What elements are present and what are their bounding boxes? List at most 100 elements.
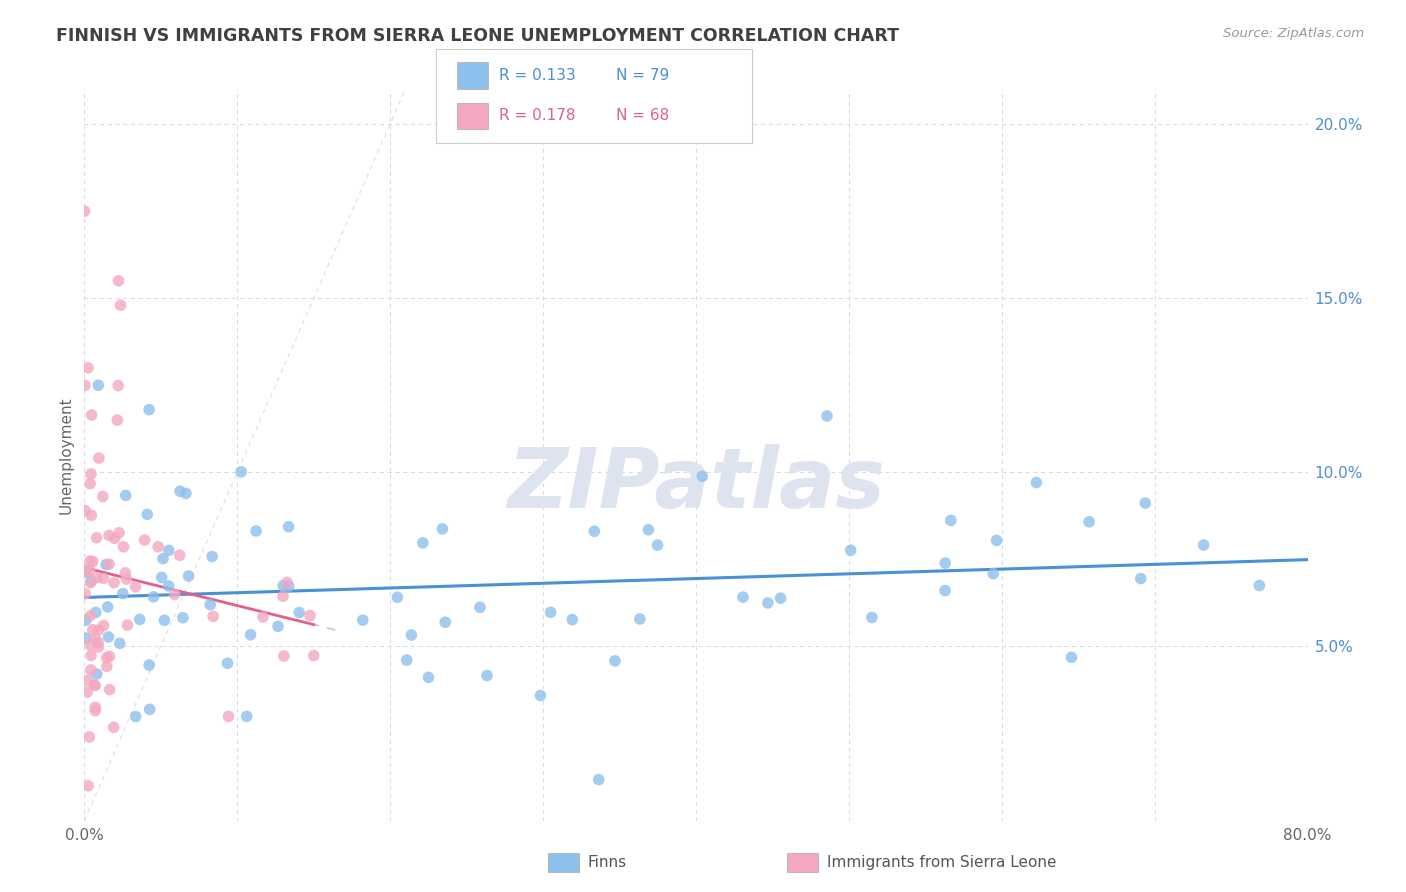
Point [401,628,423,642]
Point [163,587,186,601]
Point [75,613,97,627]
Point [201,549,224,564]
Point [1078,515,1101,529]
Point [114,488,136,502]
Point [1192,538,1215,552]
Point [79,730,101,744]
Point [1135,496,1157,510]
Point [96,659,118,673]
Point [75,632,97,646]
Point [628,612,651,626]
Point [98,528,121,542]
Point [75,504,97,518]
Point [138,402,160,417]
Point [84,700,107,714]
Y-axis label: Unemployment: Unemployment [58,396,73,514]
Point [98,649,121,664]
Point [986,533,1008,548]
Point [731,590,754,604]
Point [1025,475,1047,490]
Point [103,720,125,734]
Point [91,571,114,585]
Point [97,599,120,614]
Point [271,579,294,593]
Point [981,566,1004,581]
Point [79,476,101,491]
Point [110,298,132,312]
Point [934,583,956,598]
Point [157,543,180,558]
Point [174,486,197,500]
Point [756,596,779,610]
Point [104,531,127,545]
Point [134,533,156,547]
Point [418,670,440,684]
Point [231,465,253,479]
Point [115,572,138,586]
Point [103,575,125,590]
Point [152,551,174,566]
Point [80,574,103,588]
Point [169,549,191,563]
Point [136,508,159,522]
Point [434,615,457,630]
Point [273,648,295,663]
Point [86,667,108,681]
Point [75,565,97,579]
Point [79,575,101,590]
Point [80,467,103,481]
Point [82,623,104,637]
Point [395,653,418,667]
Point [583,524,606,539]
Text: R = 0.133: R = 0.133 [499,69,576,83]
Point [252,610,274,624]
Point [146,540,169,554]
Text: FINNISH VS IMMIGRANTS FROM SIERRA LEONE UNEMPLOYMENT CORRELATION CHART: FINNISH VS IMMIGRANTS FROM SIERRA LEONE … [56,27,900,45]
Point [138,658,160,673]
Point [561,613,583,627]
Point [468,600,491,615]
Point [107,378,129,392]
Point [111,587,134,601]
Point [637,523,659,537]
Point [73,204,96,219]
Text: N = 79: N = 79 [616,69,669,83]
Point [839,543,862,558]
Point [105,413,128,427]
Point [77,779,100,793]
Point [80,508,103,523]
Point [79,554,101,568]
FancyBboxPatch shape [787,853,818,872]
Point [124,580,146,594]
Point [769,591,792,606]
Point [235,709,257,723]
Point [217,657,239,671]
Point [198,598,221,612]
Point [271,590,294,604]
Point [1060,650,1083,665]
Point [87,640,110,654]
Point [1249,578,1271,592]
Point [84,632,107,646]
Point [108,525,131,540]
Point [153,613,176,627]
Point [80,408,103,422]
Point [84,606,107,620]
Point [76,685,98,699]
Point [299,608,322,623]
Point [98,682,121,697]
Point [124,709,146,723]
Point [277,579,299,593]
Point [86,531,108,545]
Point [79,608,101,623]
Point [352,613,374,627]
Point [239,628,262,642]
Point [76,673,98,688]
Point [82,555,104,569]
Point [73,378,96,392]
Point [80,648,103,663]
Point [96,650,118,665]
Point [277,520,299,534]
Point [77,360,100,375]
Text: R = 0.178: R = 0.178 [499,109,575,123]
